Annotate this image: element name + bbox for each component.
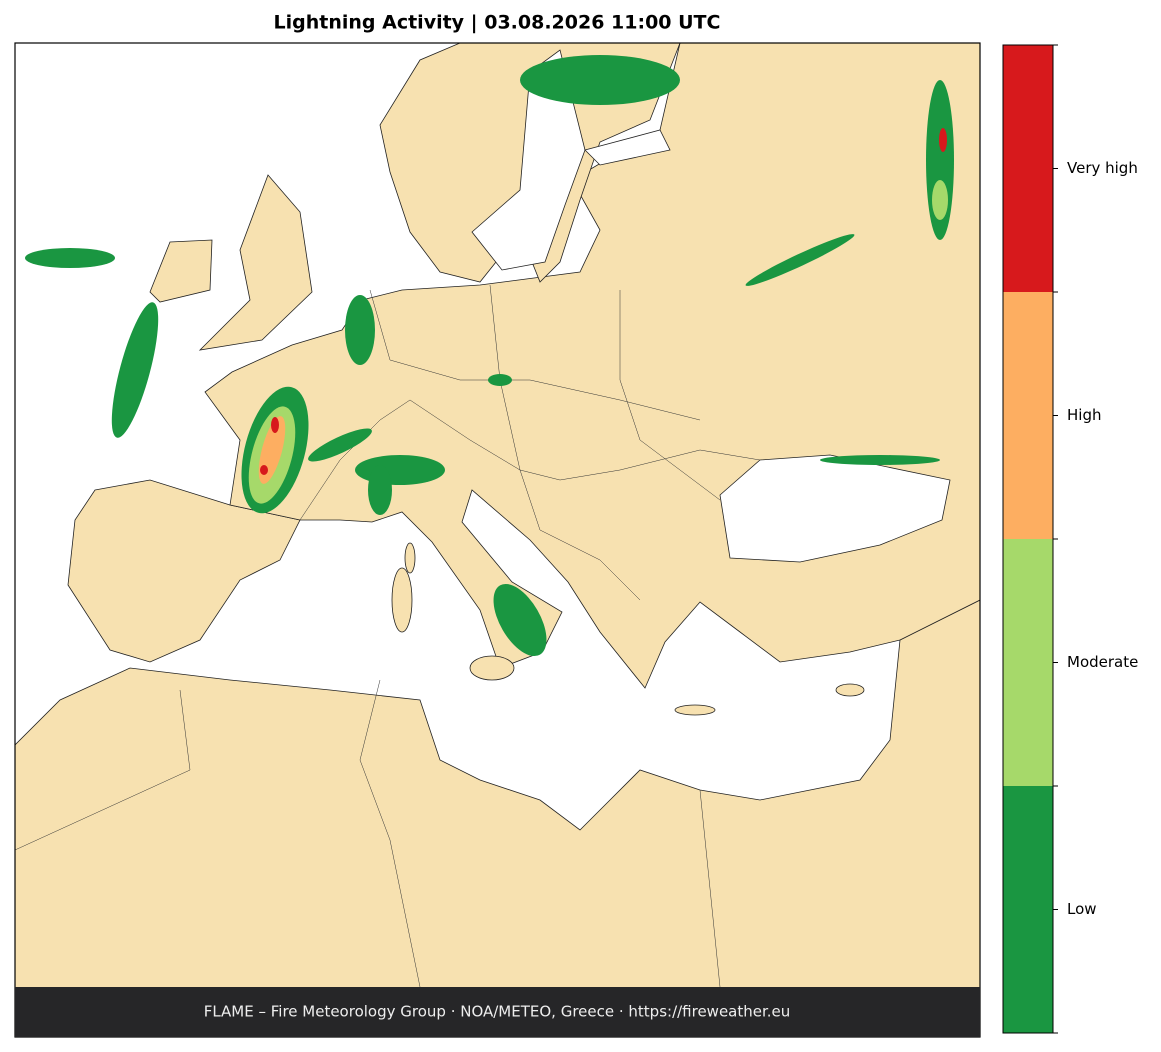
colorbar-segment [1003,292,1053,539]
footer: FLAME – Fire Meteorology Group · NOA/MET… [204,1003,791,1021]
colorbar-label: Moderate [1067,653,1138,671]
colorbar-segment [1003,786,1053,1033]
footer-bar [15,987,980,1037]
colorbar-label: Very high [1067,159,1138,177]
colorbar-segment [1003,539,1053,786]
colorbar-segment [1003,45,1053,292]
colorbar-frame [1002,44,1054,1034]
lightning-patches [25,55,954,657]
colorbar-label: Low [1067,900,1097,918]
colorbar-label: High [1067,406,1101,424]
map-title: Lightning Activity | 03.08.2026 11:00 UT… [274,12,721,34]
colorbar: Low Moderate High Very high [1002,44,1138,1034]
map: FLAME – Fire Meteorology Group · NOA/MET… [14,42,981,1038]
